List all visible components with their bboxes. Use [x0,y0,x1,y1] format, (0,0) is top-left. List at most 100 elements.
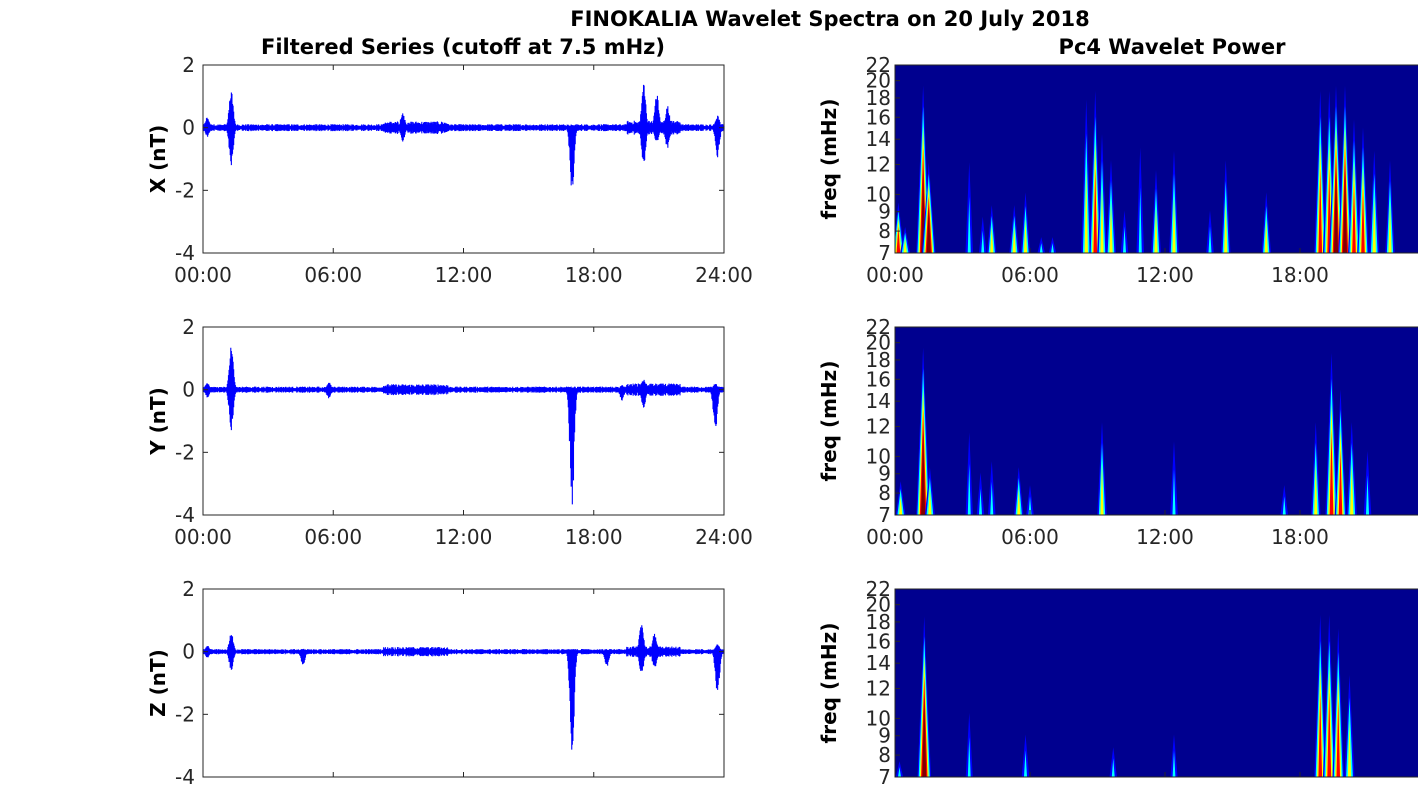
wavelet-streak [1154,207,1158,253]
plot-background [203,65,724,253]
wavelet-streak [1343,168,1347,253]
x-tick-label: 06:00 [1001,263,1059,287]
wavelet-streak [967,737,971,777]
y-tick-label: 22 [866,315,891,339]
y-tick-label: 2 [182,315,195,339]
heatmap-streaks [895,614,1355,777]
wavelet-streak [1361,187,1365,253]
y-tick-label: 2 [182,53,195,77]
wavelet-panel-z [894,588,1418,778]
wavelet-streak [1111,758,1115,777]
wavelet-streak [1023,750,1028,777]
y-tick-label: 9 [878,200,891,224]
y-tick-label: 10 [866,444,891,468]
wavelet-panel-y [894,326,1418,516]
axes-frame [202,64,725,254]
y-tick-label: 20 [866,593,891,617]
wavelet-streak [1028,496,1032,515]
y-tick-label: 20 [866,69,891,93]
y-tick-label: 12 [866,153,891,177]
wavelet-streak [921,430,926,515]
y-axis-label: freq (mHz) [817,99,841,220]
wavelet-streak [1084,168,1088,253]
wavelet-streak [1282,496,1286,515]
series-panel-z [202,588,725,778]
y-tick-label: 22 [866,53,891,77]
x-tick-label: 18:00 [565,263,623,287]
wavelet-streak [1318,168,1323,253]
left-column-title: Filtered Series (cutoff at 7.5 mHz) [261,35,665,59]
axes-frame [202,588,725,778]
y-axis-label: Y (nT) [146,387,170,456]
wavelet-streak [1264,219,1268,253]
series-panel-y [202,326,725,516]
x-tick-label: 00:00 [174,263,232,287]
y-tick-label: 14 [866,127,891,151]
axes-frame [202,326,725,516]
x-tick-label: 24:00 [695,525,753,549]
y-tick-label: -4 [175,241,195,265]
x-tick-label: 06:00 [304,525,362,549]
x-tick-label: 12:00 [435,525,493,549]
y-axis-label: freq (mHz) [817,623,841,744]
y-tick-label: -2 [175,440,195,464]
wavelet-streak [981,230,985,253]
plot-area: 20-2-4X (nT)00:00 06:00 12:00 18:00 24:0020-… [146,53,1418,788]
y-tick-label: 10 [866,706,891,730]
wavelet-streak [1109,201,1113,253]
wavelet-streak [967,463,971,515]
y-tick-label: 18 [866,86,891,110]
wavelet-streak [1138,187,1142,253]
figure-title: FINOKALIA Wavelet Spectra on 20 July 201… [570,7,1090,31]
wavelet-streak [990,226,994,253]
y-tick-label: 8 [878,481,891,505]
wavelet-streak [978,488,983,515]
y-axis-label: X (nT) [146,125,170,194]
y-tick-label: 16 [866,629,891,653]
y-tick-label: 2 [182,577,195,601]
y-tick-label: 0 [182,640,195,664]
plot-background [203,327,724,515]
y-axis-label: freq (mHz) [817,361,841,482]
y-tick-label: 9 [878,724,891,748]
wavelet-streak [1347,720,1352,777]
y-tick-label: -4 [175,503,195,527]
wavelet-streak [1350,463,1354,515]
wavelet-streak [1017,488,1021,515]
wavelet-streak [1051,243,1054,253]
wavelet-streak [1338,449,1343,515]
y-tick-label: 7 [878,765,891,788]
y-tick-label: 10 [866,182,891,206]
x-tick-label: 12:00 [1136,263,1194,287]
y-tick-label: 20 [866,331,891,355]
wavelet-streak [1388,201,1392,253]
right-column-title: Pc4 Wavelet Power [1059,35,1287,59]
y-tick-label: 12 [866,677,891,701]
y-tick-label: 0 [182,116,195,140]
y-axis-label: Z (nT) [146,649,170,717]
y-tick-label: 8 [878,743,891,767]
y-tick-label: 16 [866,105,891,129]
x-tick-label: 18:00 [1271,263,1329,287]
series-panel-x [202,64,725,254]
y-tick-label: 18 [866,610,891,634]
y-tick-label: 12 [866,415,891,439]
y-tick-label: 9 [878,462,891,486]
x-tick-label: 18:00 [565,525,623,549]
axes-frame [894,64,1418,254]
wavelet-panel-x [894,64,1418,254]
wavelet-streak [1100,187,1104,253]
y-tick-label: 14 [866,389,891,413]
wavelet-streak [1333,168,1339,253]
axes-frame [894,326,1418,516]
plot-background [203,589,724,777]
x-tick-label: 06:00 [1001,525,1059,549]
wavelet-streak [1336,699,1341,777]
x-tick-label: 24:00 [695,263,753,287]
y-tick-label: 7 [878,241,891,265]
wavelet-streak [1318,692,1323,777]
wavelet-streak [1314,463,1318,515]
x-tick-label: 00:00 [174,525,232,549]
x-tick-label: 06:00 [304,263,362,287]
y-tick-label: -4 [175,765,195,788]
